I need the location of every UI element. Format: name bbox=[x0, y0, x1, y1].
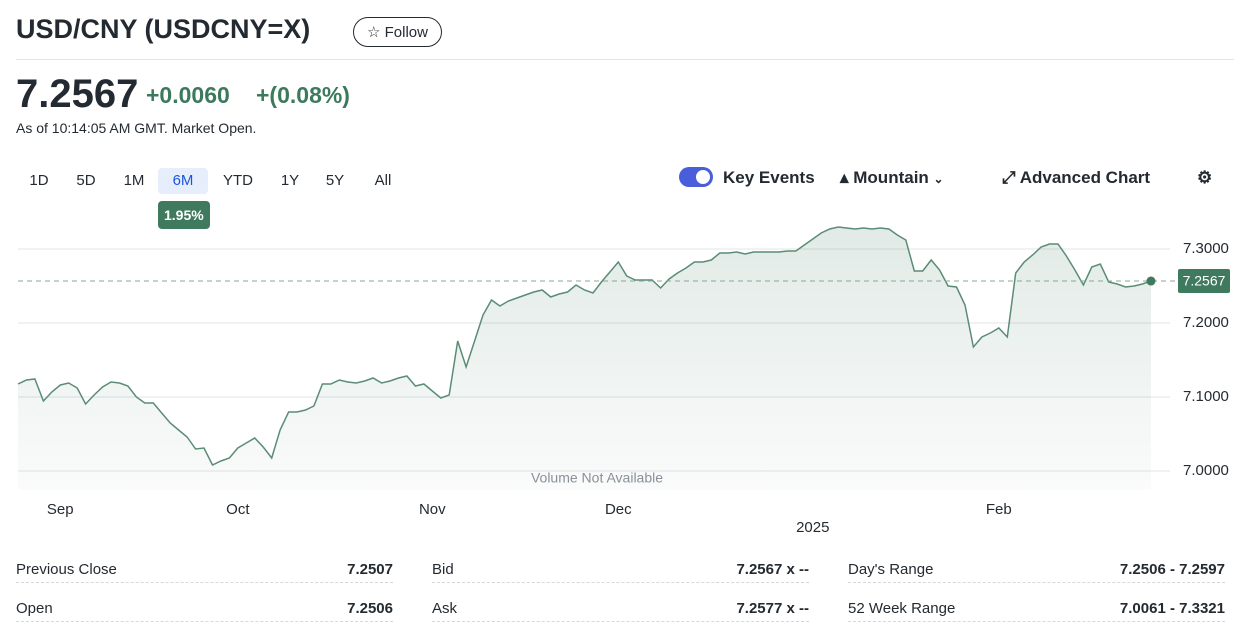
area bbox=[18, 227, 1151, 490]
y-tick-label: 7.3000 bbox=[1183, 240, 1229, 257]
stat-value: 7.2506 - 7.2597 bbox=[1119, 561, 1225, 578]
range-tab[interactable]: 5D bbox=[76, 172, 96, 189]
range-tab[interactable]: All bbox=[374, 172, 392, 189]
stat-label: 52 Week Range bbox=[848, 600, 956, 617]
divider bbox=[16, 59, 1234, 60]
stat-label: Ask bbox=[432, 600, 458, 617]
volume-note: Volume Not Available bbox=[531, 470, 663, 486]
x-tick-label: Sep bbox=[47, 501, 74, 518]
chart-type[interactable]: ▴ Mountain ⌄ bbox=[840, 168, 944, 187]
price-tag-label: 7.2567 bbox=[1183, 273, 1226, 289]
stat-value: 7.2507 bbox=[347, 561, 393, 578]
range-tab[interactable]: 1D bbox=[29, 172, 49, 189]
x-tick-label: Oct bbox=[226, 501, 250, 518]
as-of: As of 10:14:05 AM GMT. Market Open. bbox=[16, 120, 257, 136]
toggle[interactable] bbox=[679, 167, 713, 187]
range-badge: 1.95% bbox=[158, 201, 210, 229]
title: USD/CNY (USDCNY=X) bbox=[16, 14, 311, 44]
change-percent: +(0.08%) bbox=[256, 82, 350, 108]
stat-label: Open bbox=[16, 600, 53, 617]
chart-type-label: Mountain bbox=[853, 168, 929, 187]
stat-row: Ask 7.2577 x -- bbox=[432, 597, 809, 622]
line bbox=[17, 226, 1152, 466]
key-events[interactable]: Key Events bbox=[723, 168, 815, 187]
y-tick-label: 7.2000 bbox=[1183, 314, 1229, 331]
stat-label: Previous Close bbox=[16, 561, 117, 578]
stat-label: Bid bbox=[432, 561, 454, 578]
stat-value: 7.2567 x -- bbox=[736, 561, 809, 578]
price-tag bbox=[1178, 269, 1230, 294]
range-tab[interactable]: 1Y bbox=[280, 172, 300, 189]
stat-value: 7.0061 - 7.3321 bbox=[1119, 600, 1225, 617]
x-tick-label: Nov bbox=[419, 501, 446, 518]
y-tick-label: 7.1000 bbox=[1183, 388, 1229, 405]
stat-value: 7.2506 bbox=[347, 600, 393, 617]
chart: 7.0000 7.1000 7.2000 7.3000 Sep Oct Nov Dec Feb 2… bbox=[17, 226, 1230, 536]
y-tick-label: 7.0000 bbox=[1183, 462, 1229, 479]
follow-button[interactable]: ☆ Follow bbox=[353, 17, 442, 47]
price: 7.2567 bbox=[16, 72, 139, 116]
stat-label: Day's Range bbox=[848, 561, 934, 578]
x-tick-label: Dec bbox=[605, 501, 632, 518]
stat-row: Previous Close 7.2507 bbox=[16, 558, 393, 583]
change: +0.0060 bbox=[146, 82, 230, 108]
stat-row: 52 Week Range 7.0061 - 7.3321 bbox=[848, 597, 1225, 622]
last-point bbox=[1146, 276, 1156, 286]
x-year-label: 2025 bbox=[796, 519, 829, 536]
follow-label: Follow bbox=[384, 24, 428, 41]
stat-row: Day's Range 7.2506 - 7.2597 bbox=[848, 558, 1225, 583]
settings[interactable]: ⚙ bbox=[1197, 168, 1213, 187]
range-tab[interactable]: 1M bbox=[123, 172, 145, 189]
advanced-label: Advanced Chart bbox=[1019, 168, 1151, 187]
range-tab[interactable]: 6M bbox=[158, 168, 208, 194]
advanced-chart[interactable]: ⤢ Advanced Chart bbox=[1002, 168, 1151, 187]
toggle-knob bbox=[696, 170, 710, 184]
stat-value: 7.2577 x -- bbox=[736, 600, 809, 617]
stat-row: Bid 7.2567 x -- bbox=[432, 558, 809, 583]
x-tick-label: Feb bbox=[986, 501, 1012, 518]
stat-row: Open 7.2506 bbox=[16, 597, 393, 622]
range-tab[interactable]: 5Y bbox=[325, 172, 345, 189]
range-tab[interactable]: YTD bbox=[223, 172, 253, 189]
